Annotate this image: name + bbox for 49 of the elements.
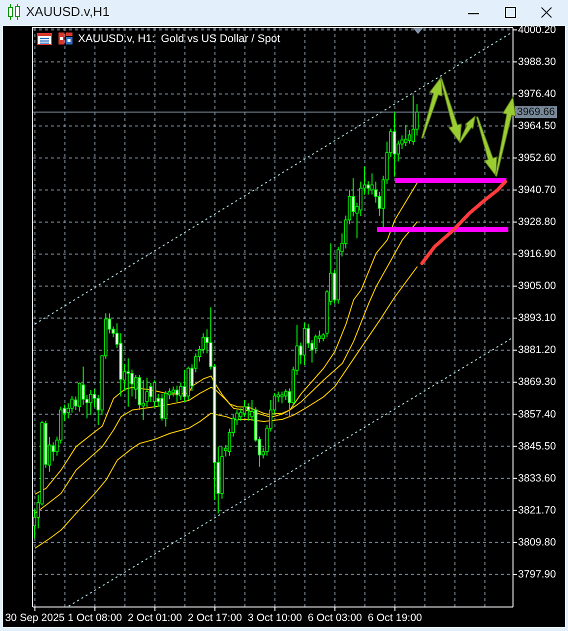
x-tick-label: 6 Oct 03:00	[308, 612, 362, 624]
x-tick-label: 6 Oct 19:00	[368, 612, 422, 624]
y-tick-label: 4000.20	[518, 24, 556, 36]
y-tick-label: 3928.80	[518, 216, 556, 228]
candlestick	[370, 172, 374, 196]
y-tick-label: 3916.90	[518, 248, 556, 260]
y-tick-label: 3821.70	[518, 504, 556, 516]
x-tick-label: 2 Oct 01:00	[128, 612, 182, 624]
candlestick	[175, 385, 179, 402]
candlestick	[172, 386, 175, 398]
candlestick	[404, 124, 408, 147]
candlestick	[92, 388, 96, 408]
candlestick	[412, 94, 415, 146]
candlestick	[246, 402, 250, 422]
y-tick-label: 3833.60	[518, 472, 556, 484]
chart-subtitle: XAUUSD.v, H1: Gold vs US Dollar / Spot	[78, 32, 280, 46]
y-tick-label: 3809.80	[518, 536, 556, 548]
x-tick-label: 2 Oct 17:00	[188, 612, 242, 624]
y-tick-label: 3988.30	[518, 56, 556, 68]
candlestick	[126, 358, 130, 408]
candlestick	[160, 393, 164, 422]
candlestick	[182, 369, 186, 402]
y-tick-label: 3869.30	[518, 376, 556, 388]
x-tick-label: 1 Oct 08:00	[68, 612, 122, 624]
candlestick	[242, 400, 246, 418]
y-tick-label: 3893.10	[518, 312, 556, 324]
y-tick-label: 3964.50	[518, 120, 556, 132]
y-tick-label: 3952.60	[518, 152, 556, 164]
candlestick	[366, 180, 370, 196]
y-tick-label: 3881.20	[518, 344, 556, 356]
candlestick	[152, 380, 156, 408]
candlestick	[52, 442, 55, 462]
candlestick	[89, 390, 92, 416]
ref-line-label: 3969.66	[517, 106, 556, 118]
candlestick	[280, 391, 284, 404]
y-tick-label: 3905.00	[518, 280, 556, 292]
candlestick	[78, 382, 82, 412]
y-tick-label: 3940.70	[518, 184, 556, 196]
y-tick-label: 3845.50	[518, 440, 556, 452]
candlestick	[392, 110, 396, 178]
candlestick	[179, 382, 182, 401]
x-tick-label: 30 Sep 2025	[5, 612, 65, 624]
chart-title: XAUUSD.v,H1	[26, 4, 110, 20]
candlestick	[284, 388, 288, 401]
y-tick-label: 3797.90	[518, 568, 556, 580]
line-series	[34, 266, 418, 549]
y-tick-label: 3976.40	[518, 88, 556, 100]
x-tick-label: 3 Oct 10:00	[248, 612, 302, 624]
y-tick-label: 3857.40	[518, 408, 556, 420]
